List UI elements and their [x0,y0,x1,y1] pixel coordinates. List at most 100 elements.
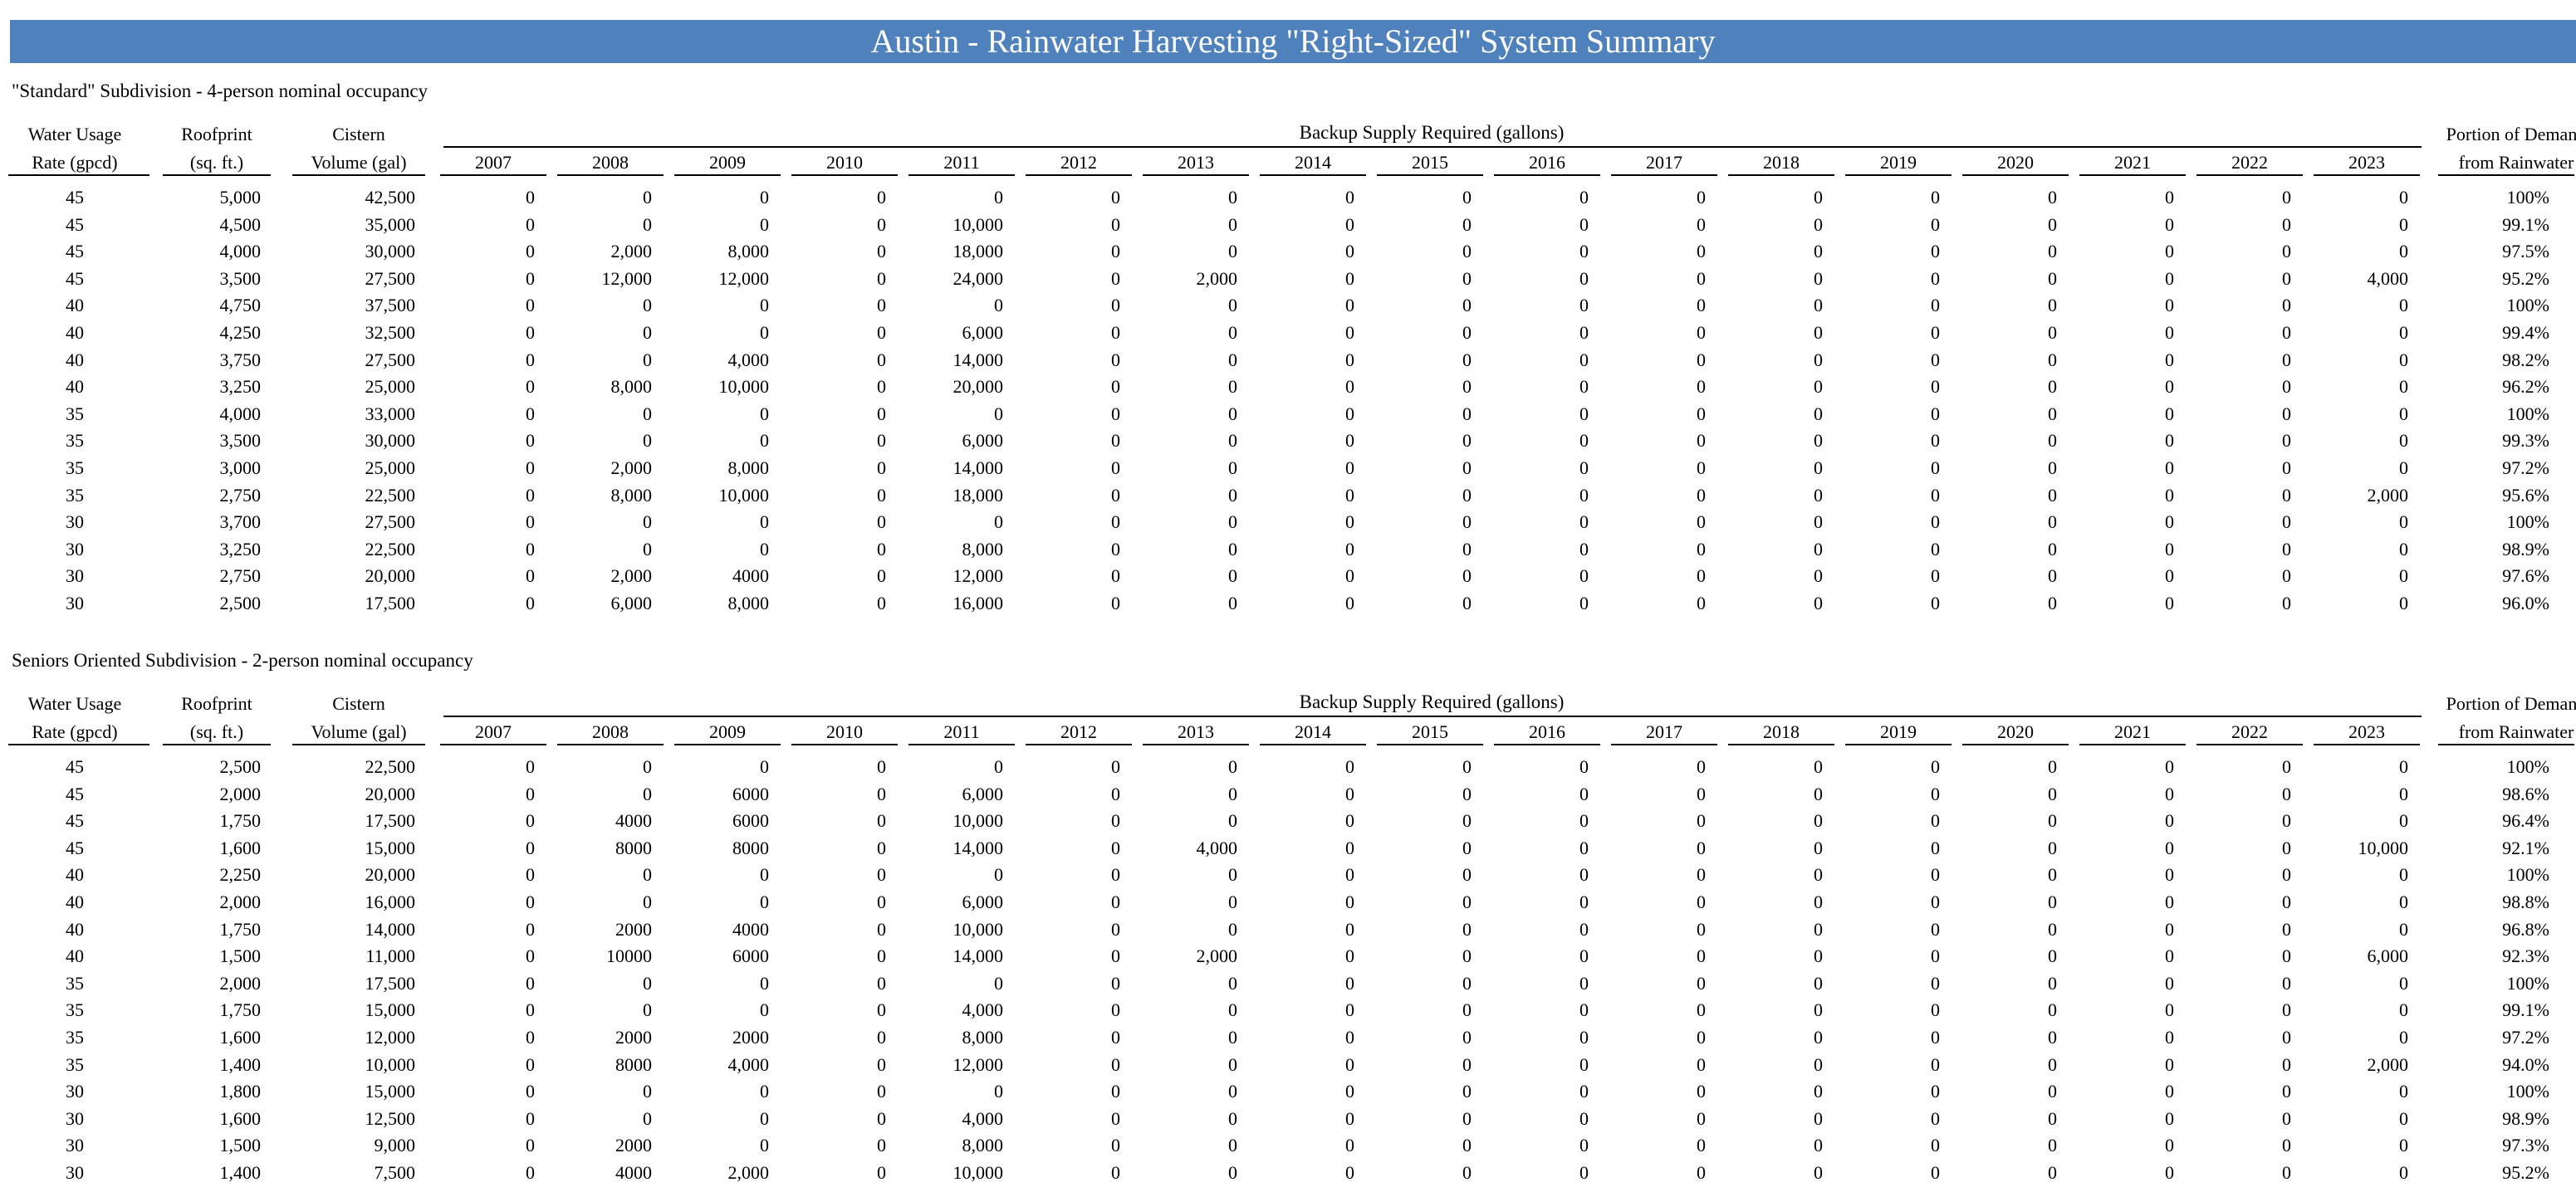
underline [557,744,664,745]
underline [440,744,546,745]
table-cell: 0 [1228,511,1237,533]
table-cell: 0 [2282,756,2291,777]
year-header: 2017 [1646,721,1682,742]
table-cell: 0 [2165,1027,2174,1048]
table-cell: 37,500 [365,295,416,316]
table-cell: 0 [1931,593,1940,613]
table-cell: 0 [1228,349,1237,370]
table-cell: 0 [877,267,886,289]
table-cell: 0 [877,1081,886,1102]
table-cell: 0 [1697,376,1706,398]
table-cell: 0 [1579,241,1589,262]
table-cell: 0 [2399,241,2408,262]
table-cell: 0 [1228,918,1237,940]
table-cell: 0 [1814,1053,1823,1075]
table-cell: 0 [2048,1053,2057,1075]
table-cell: 0 [1579,376,1589,398]
table-cell: 0 [1931,565,1940,587]
table-cell: 3,250 [219,376,262,398]
table-cell: 0 [1931,1081,1940,1102]
underline [1845,744,1952,745]
table-cell: 0 [2165,565,2174,587]
group-header: Backup Supply Required (gallons) [1299,691,1565,712]
table-cell: 0 [1345,810,1354,832]
table-cell: 3,750 [219,349,262,370]
table-cell: 0 [1697,213,1706,235]
table-cell: 0 [2282,403,2291,424]
table-cell: 0 [1814,918,1823,940]
table-cell: 0 [1697,295,1706,316]
table-cell: 30 [66,1135,84,1156]
table-cell: 0 [1931,945,1940,967]
table-cell: 35 [66,999,84,1021]
table-cell: 25,000 [365,376,416,398]
table-cell: 0 [526,403,535,424]
table-cell: 0 [1345,267,1354,289]
table-cell: 17,500 [365,972,416,994]
table-cell: 0 [1462,349,1472,370]
table-cell: 1,750 [219,999,262,1021]
table-cell: 98.8% [2502,892,2549,912]
table-cell: 0 [526,810,535,832]
table-cell: 0 [1111,1162,1120,1183]
table-cell: 0 [2282,892,2291,912]
table-cell: 1,400 [219,1053,262,1075]
table-cell: 0 [1931,918,1940,940]
table-cell: 14,000 [953,837,1004,858]
table-cell: 0 [760,213,769,235]
table-cell: 0 [526,1135,535,1156]
table-cell: 0 [1462,403,1472,424]
table-cell: 0 [2048,837,2057,858]
table-cell: 0 [877,810,886,832]
underline [1143,744,1249,745]
table-cell: 0 [1931,1027,1940,1048]
table-cell: 0 [1228,972,1237,994]
table-cell: 0 [1697,187,1706,208]
underline [443,146,2422,148]
table-cell: 0 [994,295,1003,316]
table-cell: 0 [1111,349,1120,370]
table-cell: 0 [1579,1053,1589,1075]
table-cell: 0 [1228,403,1237,424]
table-cell: 12,000 [365,1027,416,1048]
table-cell: 6,000 [962,322,1004,343]
table-cell: 0 [1111,322,1120,343]
table-cell: 0 [643,430,652,452]
table-cell: 0 [1814,945,1823,967]
table-cell: 0 [2399,430,2408,452]
table-cell: 9,000 [374,1135,416,1156]
table-cell: 0 [2165,484,2174,506]
table-cell: 0 [1462,918,1472,940]
table-cell: 0 [643,972,652,994]
table-cell: 100% [2506,972,2549,994]
column-header: Cistern [332,124,385,144]
underline [2314,174,2420,176]
underline [2196,174,2303,176]
table-cell: 0 [2048,1107,2057,1129]
table-cell: 0 [1228,593,1237,613]
table-cell: 4,000 [727,349,770,370]
table-cell: 0 [1579,295,1589,316]
underline [2314,744,2420,745]
table-cell: 0 [1931,1135,1940,1156]
table-cell: 2000 [732,1027,769,1048]
table-cell: 27,500 [365,511,416,533]
table-cell: 30 [66,593,84,613]
table-cell: 15,000 [365,1081,416,1102]
table-cell: 0 [877,457,886,478]
table-cell: 0 [1111,403,1120,424]
table-cell: 0 [1228,565,1237,587]
table-cell: 0 [526,892,535,912]
table-cell: 2,000 [219,892,262,912]
table-cell: 0 [2048,457,2057,478]
table-cell: 0 [2399,1162,2408,1183]
table-cell: 0 [1814,213,1823,235]
table-cell: 0 [1814,403,1823,424]
table-cell: 0 [1462,565,1472,587]
table-cell: 0 [2282,376,2291,398]
table-cell: 0 [1579,810,1589,832]
table-cell: 0 [1228,376,1237,398]
table-cell: 8,000 [610,484,653,506]
table-cell: 5,000 [219,187,262,208]
table-cell: 0 [2048,1081,2057,1102]
